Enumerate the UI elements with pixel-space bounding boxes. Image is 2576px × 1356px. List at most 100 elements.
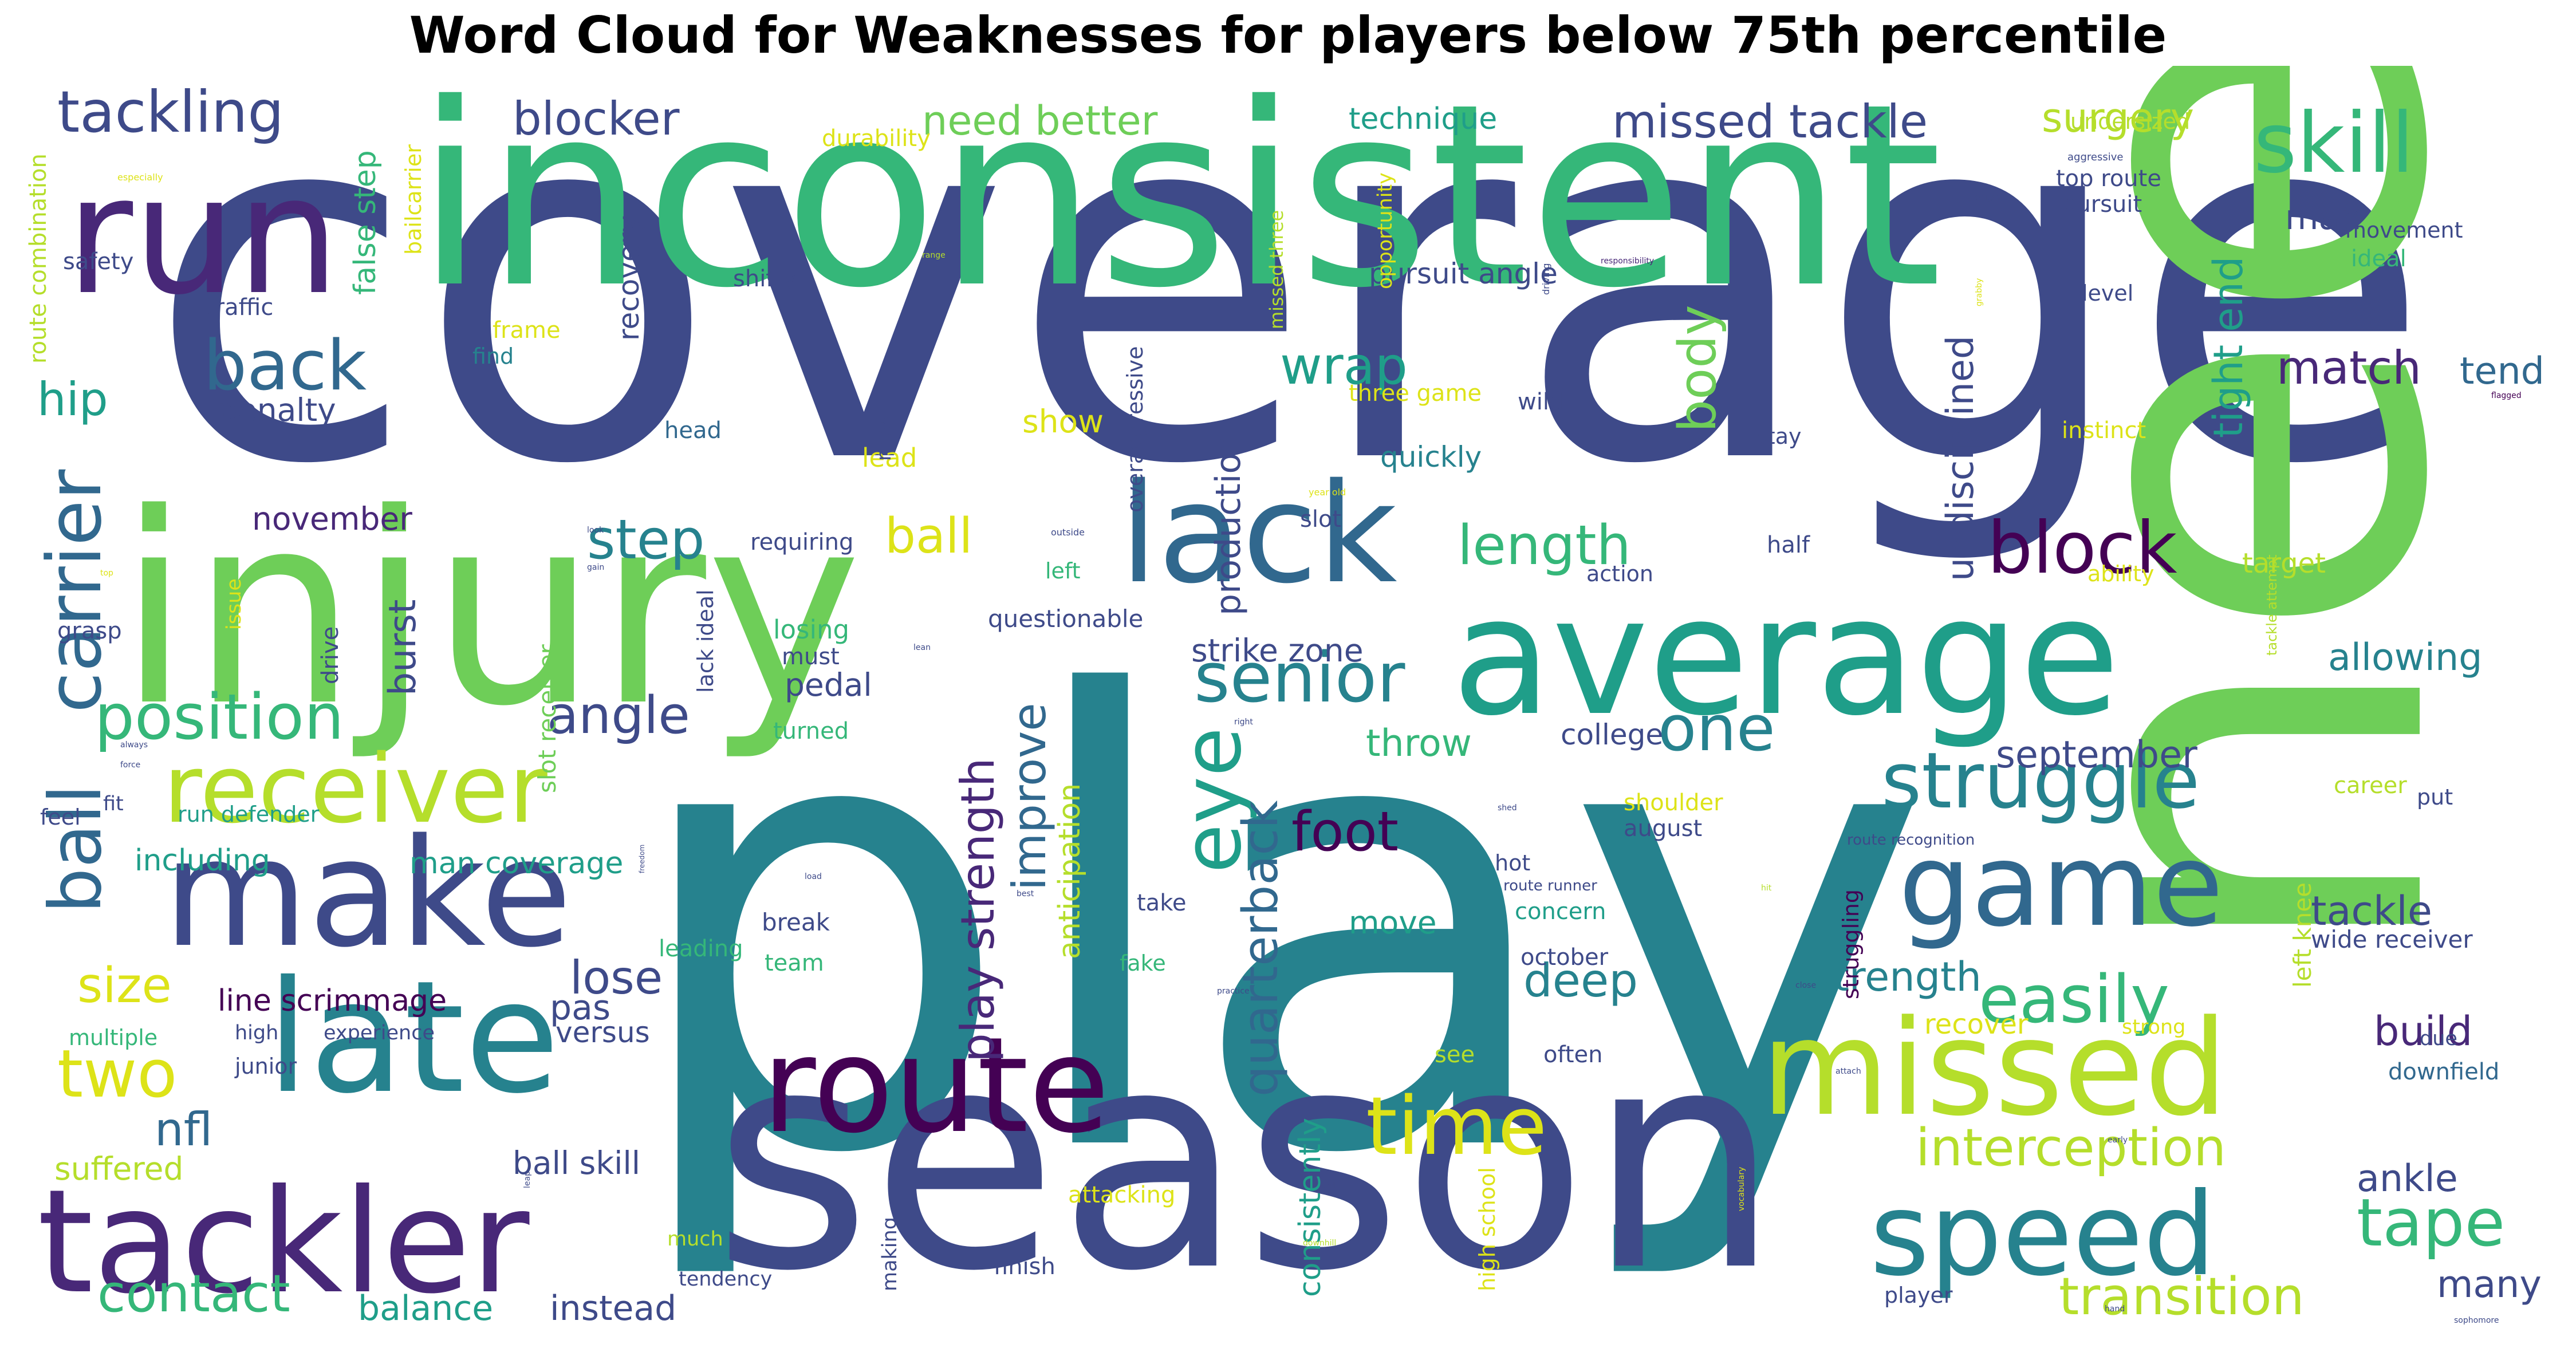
word-tendency: tendency [679,1268,772,1291]
word-hot: hot [1495,850,1530,876]
word-inconsistent: inconsistent [415,66,1942,343]
word-attach: attach [1836,1067,1861,1076]
word-false-step: false step [348,150,383,295]
word-route: route [762,1010,1110,1162]
word-shifty: shifty [733,266,796,292]
word-august: august [1624,815,1702,842]
word-block: block [1987,507,2177,590]
word-see: see [1435,1042,1475,1068]
word-much: much [667,1228,723,1251]
word-questionable: questionable [988,605,1143,633]
word-november: november [252,500,412,537]
word-tackle: tackle [2311,888,2432,935]
word-receiver: receiver [163,734,548,844]
word-action: action [1586,561,1653,586]
word-many: many [2437,1263,2542,1306]
word-downfield: downfield [2388,1059,2499,1085]
word-feel: feel [40,805,81,830]
word-aggressive: aggressive [2067,151,2123,163]
word-upright: upright [1967,191,2004,203]
word-left-knee: left knee [2289,882,2317,988]
word-foot: foot [1291,801,1399,864]
word-leading: leading [659,936,743,962]
word-must: must [782,644,840,670]
word-target: target [2242,547,2326,580]
word-angle: angle [547,685,690,746]
word-missed: missed [1761,992,2228,1145]
word-man: man [2285,198,2361,238]
word-injury: injury [117,458,862,764]
word-missed-three: missed three [1266,210,1287,329]
word-gain: gain [587,563,604,572]
word-player: player [1884,1283,1953,1308]
word-line-scrimmage: line scrimmage [218,984,447,1018]
word-attacking: attacking [1068,1182,1175,1208]
word-right: right [1234,718,1253,727]
word-move: move [1349,904,1437,941]
word-making: making [879,1217,901,1291]
word-load: load [805,872,822,881]
word-two: two [57,1036,178,1113]
word-ball: ball [34,785,117,913]
word-october: october [1521,944,1609,971]
word-consistently: consistently [1293,1118,1328,1297]
word-one: one [1658,692,1775,765]
word-slot-receiver: slot receiver [533,644,561,793]
word-struggling: struggling [1838,889,1864,999]
word-lose: lose [570,951,663,1004]
word-bailcarrier: bailcarrier [401,144,426,255]
word-wide-receiver: wide receiver [2311,925,2473,953]
word-skill: skill [2254,95,2414,192]
word-durability: durability [822,125,931,152]
word-match: match [2276,341,2421,395]
word-top: top [100,569,113,578]
word-due: due [2420,1027,2457,1050]
word-game: game [1898,819,2223,952]
word-ability: ability [2087,561,2154,586]
word-top-route: top route [2056,165,2161,192]
word-fake: fake [1120,951,1166,976]
word-close: close [1795,981,1816,990]
word-coverage: coverage [146,66,2433,571]
word-need: need [1942,66,2542,971]
word-leap: leap [523,1171,532,1188]
word-force: force [120,760,140,770]
word-including: including [135,843,270,878]
word-junior: junior [234,1054,297,1079]
word-driving: driving [1541,263,1551,295]
word-senior: senior [1194,638,1405,718]
word-tackle-attempt: tackle attempt [2264,554,2280,656]
word-instinct: instinct [2062,417,2146,444]
word-take: take [1137,890,1187,916]
word-frame: frame [493,317,561,344]
word-losing: losing [773,614,849,645]
word-technique: technique [1349,102,1497,136]
word-interception: interception [1916,1118,2226,1178]
word-transition: transition [2059,1267,2305,1327]
word-instead: instead [550,1288,676,1329]
word-build: build [2374,1008,2472,1055]
word-high: high [235,1022,278,1044]
word-run-defender: run defender [178,802,320,827]
word-traffic: traffic [206,294,273,321]
word-time: time [1366,1080,1547,1173]
word-route-combination: route combination [25,153,52,364]
word-left: left [1045,558,1081,584]
word-opportunity: opportunity [1374,172,1397,289]
word-fit: fit [103,793,124,815]
word-bad: bad [1320,1181,1335,1191]
word-miss: miss [873,415,896,461]
word-step: step [587,508,705,571]
word-lack: lack [1120,454,1397,614]
word-cloud: coverage play need season inconsistent injury… [20,66,2554,1346]
word-suffered: suffered [54,1150,183,1187]
word-turned: turned [773,718,849,744]
word-hit: hit [1761,884,1772,893]
word-quarterback: quarterback [1232,801,1289,1097]
word-practice: practice [1217,987,1250,996]
word-responsibility: responsibility [1601,257,1654,266]
word-pedal: pedal [785,667,872,703]
word-sophomore: sophomore [2454,1316,2499,1325]
word-make: make [163,807,572,980]
